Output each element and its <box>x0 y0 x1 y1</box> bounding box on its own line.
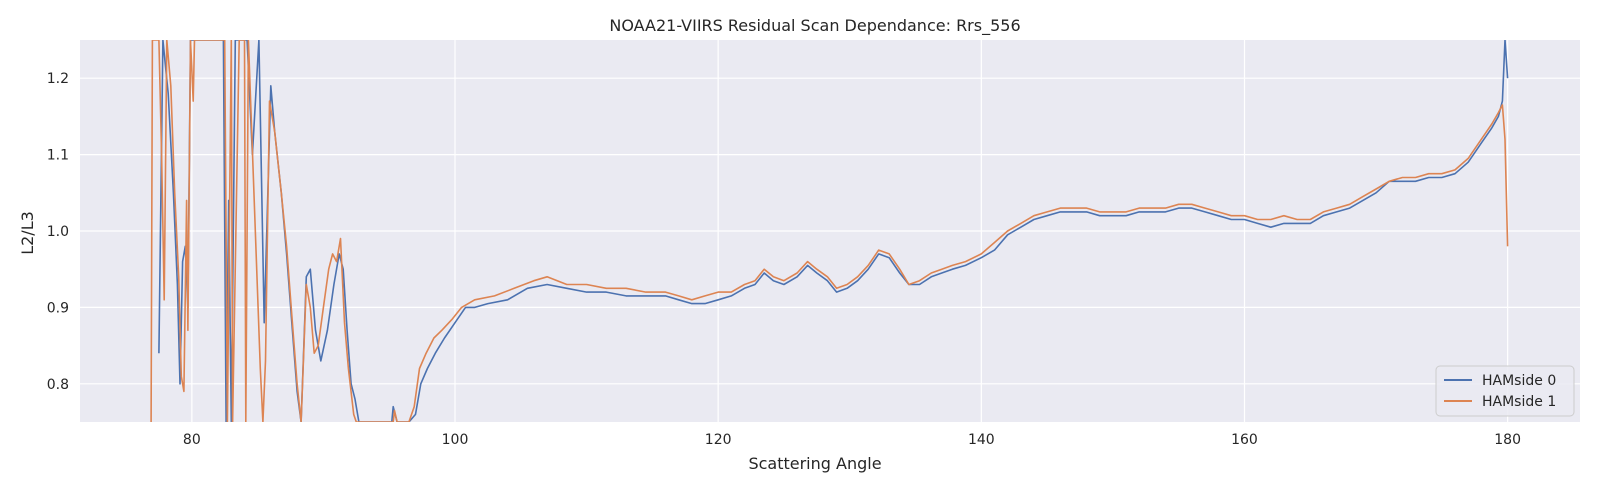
y-axis-label: L2/L3 <box>18 211 37 255</box>
series-group <box>150 40 1509 422</box>
x-tick-label: 180 <box>1494 432 1521 448</box>
y-tick-label: 1.0 <box>47 224 69 240</box>
y-tick-label: 1.2 <box>47 71 69 87</box>
y-tick-label: 0.9 <box>47 300 69 316</box>
legend-label: HAMside 1 <box>1482 394 1556 410</box>
tick-labels: 80 100 120 140 160 180 0.8 0.9 1.0 1.1 1.2 <box>47 71 1521 448</box>
x-axis-label: Scattering Angle <box>748 454 881 473</box>
y-tick-label: 0.8 <box>47 377 69 393</box>
x-tick-label: 120 <box>705 432 732 448</box>
legend-box <box>1435 365 1575 417</box>
x-tick-label: 100 <box>442 432 469 448</box>
y-tick-label: 1.1 <box>47 148 69 164</box>
chart-title: NOAA21-VIIRS Residual Scan Dependance: R… <box>609 16 1020 36</box>
x-tick-label: 140 <box>968 432 995 448</box>
legend-label: HAMside 0 <box>1482 373 1556 389</box>
series-line-1 <box>150 40 1509 422</box>
x-tick-label: 80 <box>183 432 201 448</box>
x-tick-label: 160 <box>1231 432 1258 448</box>
legend: HAMside 0 HAMside 1 <box>1435 365 1575 417</box>
